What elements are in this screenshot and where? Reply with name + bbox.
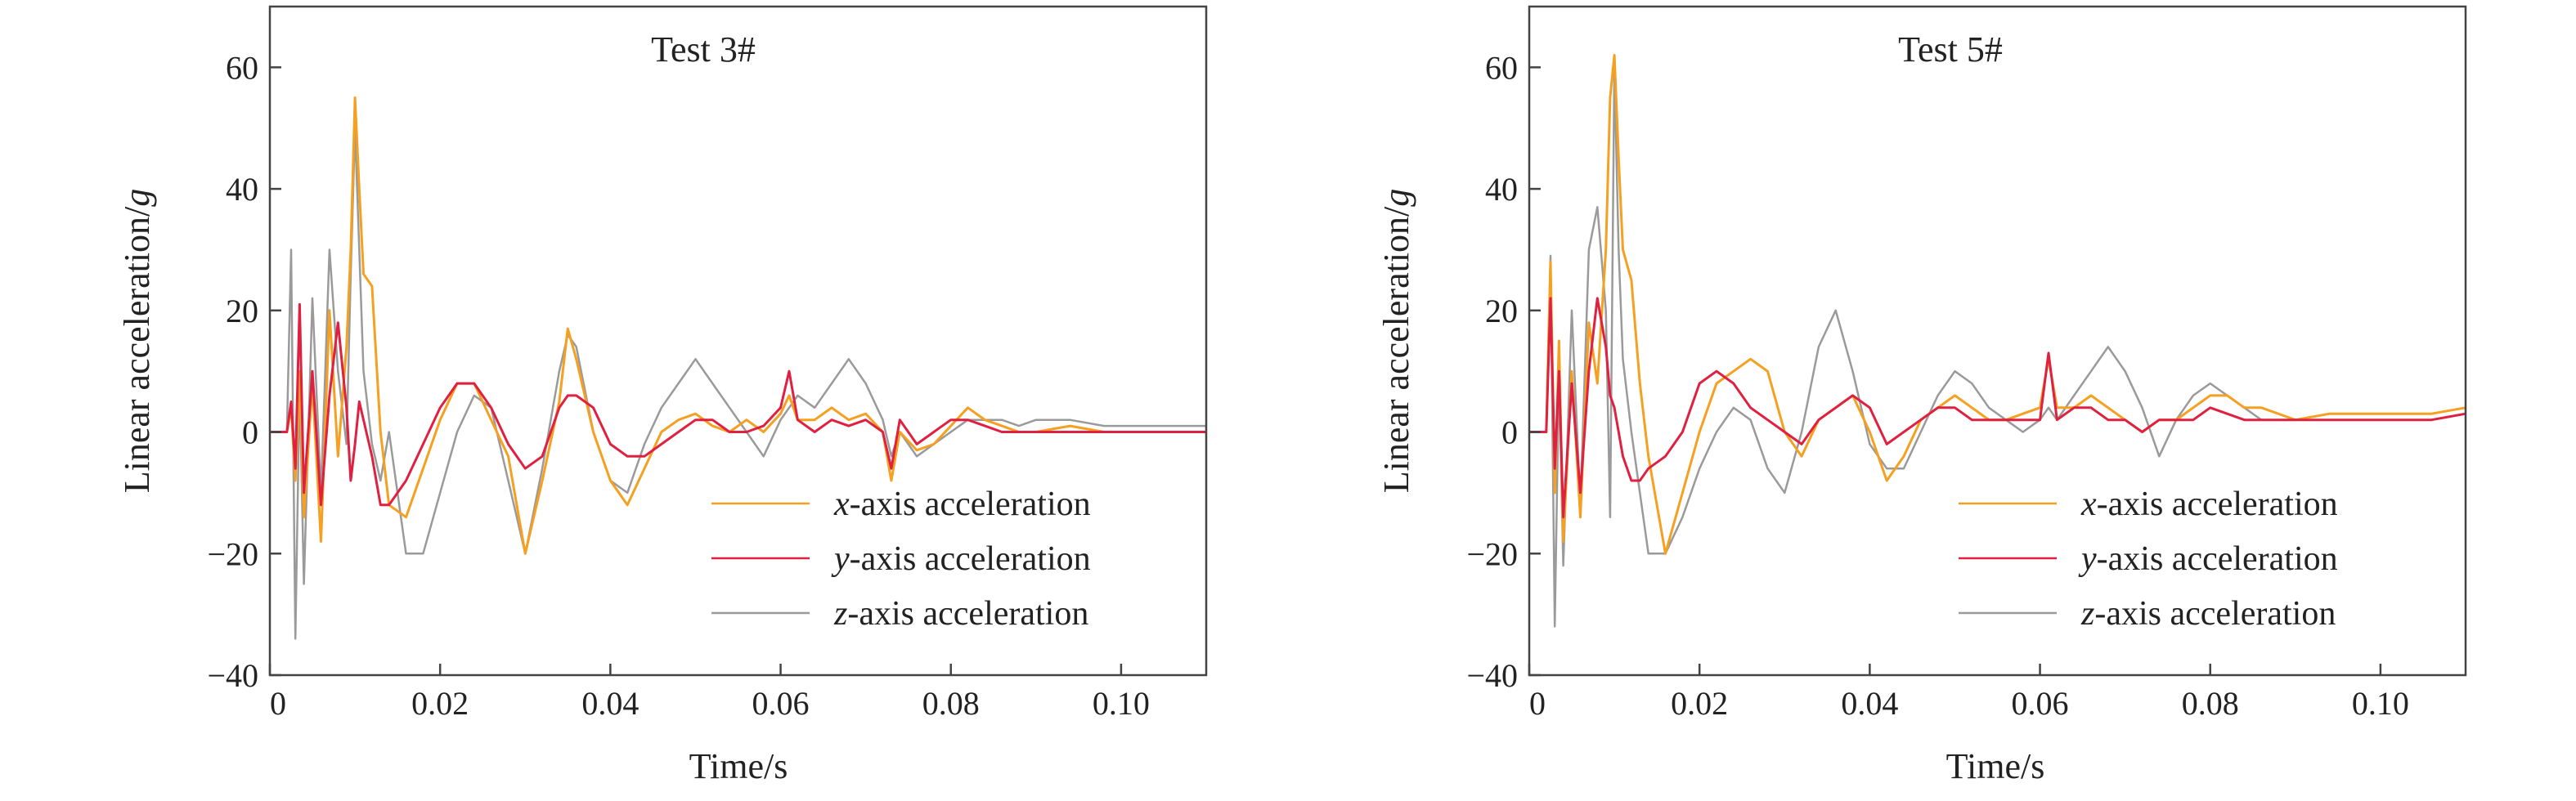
legend-label-x: x-axis acceleration xyxy=(833,486,1091,523)
y-axis-label-text: Linear acceleration/ xyxy=(117,206,157,493)
legend-label-x-italic: x xyxy=(833,486,850,523)
y-tick-label: 40 xyxy=(226,171,258,208)
legend-label-y-italic: y xyxy=(831,540,850,578)
x-tick-label: 0.06 xyxy=(2012,685,2069,722)
x-axis-label: Time/s xyxy=(1946,746,2045,786)
x-tick-label: 0.02 xyxy=(1671,685,1728,722)
x-tick-label: 0.02 xyxy=(411,685,469,722)
y-tick-label: −20 xyxy=(207,535,258,572)
x-axis-label: Time/s xyxy=(689,746,788,786)
y-tick-label: 20 xyxy=(226,293,258,329)
chart-title: Test 5# xyxy=(1898,29,2003,69)
series-line-z-axis xyxy=(270,127,1206,640)
legend-label-z-rest: -axis acceleration xyxy=(847,595,1088,633)
plot-frame xyxy=(1528,5,2467,677)
chart-panel-test3: 0 0.02 0.04 0.06 0.08 0.10 −40 −20 0 20 40 60 Test … xyxy=(117,5,1208,786)
x-tick-label: 0 xyxy=(270,685,286,722)
y-tick-label: 0 xyxy=(242,414,258,451)
y-tick-label: 60 xyxy=(226,49,258,86)
x-tick-label: 0.06 xyxy=(752,685,810,722)
series-line-y-axis xyxy=(1529,297,2466,519)
legend-label-z: z-axis acceleration xyxy=(2080,595,2336,633)
y-axis-label-text: Linear acceleration/ xyxy=(1376,206,1416,493)
legend-label-y-italic: y xyxy=(2078,540,2097,578)
y-tick-label: 20 xyxy=(1485,293,1518,329)
series-line-x-axis xyxy=(1529,54,2466,555)
x-tick-label: 0.08 xyxy=(922,685,980,722)
y-axis-label: Linear acceleration/g xyxy=(117,189,157,494)
legend-label-x-italic: x xyxy=(2080,486,2097,523)
y-axis-label-unit: g xyxy=(1376,189,1416,207)
plot-frame xyxy=(268,5,1208,677)
legend-label-x-rest: -axis acceleration xyxy=(850,486,1091,523)
legend-label-z: z-axis acceleration xyxy=(833,595,1088,633)
legend: x-axis acceleration y-axis acceleration … xyxy=(711,486,1091,633)
y-tick-label: −40 xyxy=(1466,657,1518,694)
chart-title: Test 3# xyxy=(651,29,756,69)
series-line-y-axis xyxy=(270,302,1206,507)
x-tick-label: 0 xyxy=(1529,685,1546,722)
legend-label-z-italic: z xyxy=(833,595,847,633)
y-tick-label: 40 xyxy=(1485,171,1518,208)
legend: x-axis acceleration y-axis acceleration … xyxy=(1959,486,2338,633)
legend-label-z-italic: z xyxy=(2080,595,2094,633)
axis-ticks: 0 0.02 0.04 0.06 0.08 0.10 −40 −20 0 20 40 60 xyxy=(1466,49,2408,722)
y-tick-label: −40 xyxy=(207,657,258,694)
series-line-x-axis xyxy=(270,96,1206,555)
axis-ticks: 0 0.02 0.04 0.06 0.08 0.10 −40 −20 0 20 40 60 xyxy=(207,49,1149,722)
y-tick-label: −20 xyxy=(1466,535,1518,572)
legend-label-z-rest: -axis acceleration xyxy=(2094,595,2336,633)
legend-label-y: y-axis acceleration xyxy=(2078,540,2338,578)
x-tick-label: 0.10 xyxy=(1093,685,1150,722)
series-group xyxy=(270,96,1206,640)
x-tick-label: 0.08 xyxy=(2182,685,2239,722)
legend-label-y-rest: -axis acceleration xyxy=(2097,540,2338,578)
y-tick-label: 0 xyxy=(1501,414,1518,451)
series-group xyxy=(1529,54,2466,628)
x-tick-label: 0.10 xyxy=(2352,685,2409,722)
y-tick-label: 60 xyxy=(1485,49,1518,86)
legend-label-x-rest: -axis acceleration xyxy=(2097,486,2338,523)
x-tick-label: 0.04 xyxy=(581,685,639,722)
legend-label-x: x-axis acceleration xyxy=(2080,486,2338,523)
chart-panel-test5: 0 0.02 0.04 0.06 0.08 0.10 −40 −20 0 20 40 60 Test … xyxy=(1376,5,2467,786)
legend-label-y-rest: -axis acceleration xyxy=(850,540,1091,578)
y-axis-label: Linear acceleration/g xyxy=(1376,189,1416,494)
x-tick-label: 0.04 xyxy=(1841,685,1898,722)
legend-label-y: y-axis acceleration xyxy=(831,540,1091,578)
y-axis-label-unit: g xyxy=(117,189,157,207)
